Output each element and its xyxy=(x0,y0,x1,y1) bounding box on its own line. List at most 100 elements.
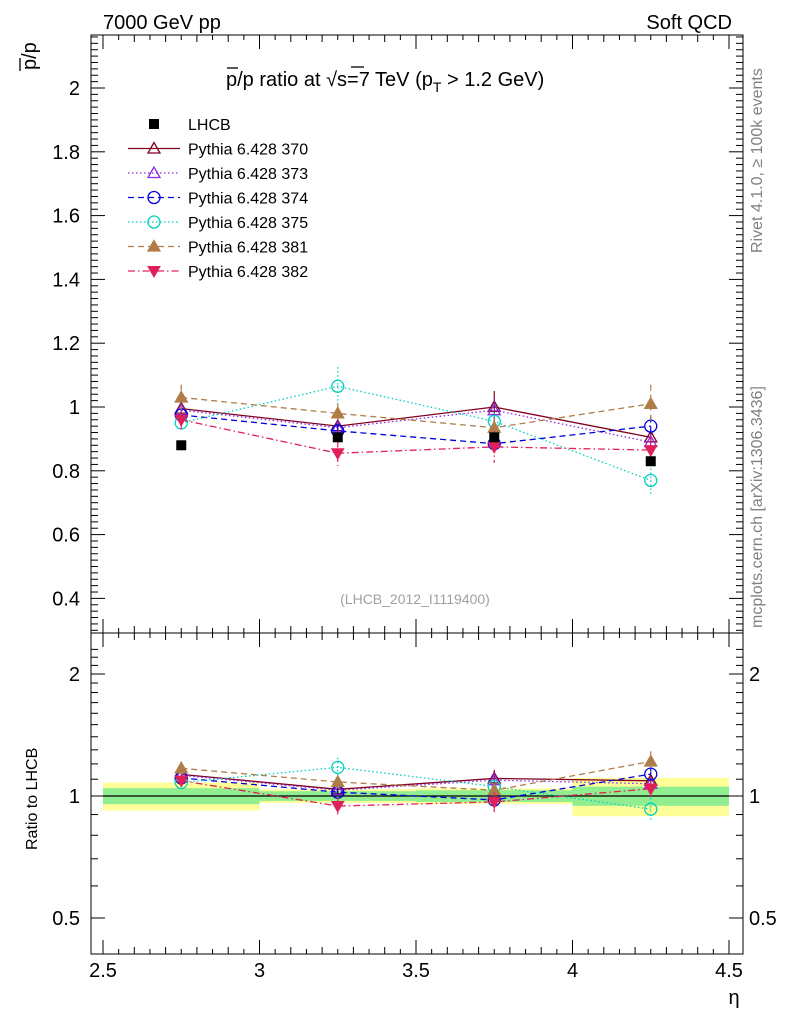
series-point xyxy=(487,441,502,454)
series-point xyxy=(330,448,345,461)
rivet-version-label: Rivet 4.1.0, ≥ 100k events xyxy=(749,68,766,253)
y-tick-label: 1 xyxy=(69,397,80,419)
ratio-point xyxy=(644,767,658,781)
legend-entry-382: Pythia 6.428 382 xyxy=(128,264,308,281)
series-point xyxy=(487,399,502,413)
legend: LHCB Pythia 6.428 370 Pythia 6.428 373 Pyth… xyxy=(128,117,308,281)
series-375 xyxy=(174,367,658,497)
legend-marker xyxy=(146,239,162,252)
main-plot-panel: 0.4 0.6 0.8 1 1.2 1.4 1.6 1.8 2 p/p ratio at √s=… xyxy=(19,34,744,634)
legend-label: Pythia 6.428 373 xyxy=(188,166,308,183)
series-point xyxy=(331,379,345,393)
series-line xyxy=(181,396,651,429)
ratio-series-line xyxy=(181,773,651,801)
series-line xyxy=(181,419,651,454)
legend-entry-375: Pythia 6.428 375 xyxy=(128,215,308,232)
y-axis-label: p/p xyxy=(19,42,41,70)
ratio-y-tick-label-right: 1 xyxy=(749,786,760,808)
legend-marker xyxy=(147,190,161,205)
data-point xyxy=(489,432,500,443)
legend-entry-370: Pythia 6.428 370 xyxy=(128,141,308,159)
x-tick-label: 3.5 xyxy=(402,960,430,982)
ratio-point xyxy=(643,754,658,767)
ratio-point xyxy=(330,801,345,814)
ratio-series-line xyxy=(181,780,651,807)
legend-entry-374: Pythia 6.428 374 xyxy=(128,191,308,208)
series-373 xyxy=(174,397,658,449)
data-point xyxy=(176,440,187,451)
y-tick-label: 0.4 xyxy=(52,588,80,610)
series-381 xyxy=(174,384,658,438)
legend-marker xyxy=(146,165,162,179)
ratio-point xyxy=(330,782,345,796)
ratio-y-tick-label-right: 0.5 xyxy=(749,908,777,930)
ratio-series-line xyxy=(181,774,651,791)
legend-entry-lhcb: LHCB xyxy=(149,117,231,134)
series-point xyxy=(487,402,502,416)
data-point xyxy=(645,456,656,467)
legend-label: Pythia 6.428 374 xyxy=(188,191,308,208)
ratio-point xyxy=(331,760,345,774)
ratio-point xyxy=(643,783,658,796)
x-tick-label: 4 xyxy=(567,960,578,982)
legend-marker xyxy=(147,266,161,279)
series-point xyxy=(643,445,658,458)
ratio-series-line xyxy=(181,760,651,791)
x-tick-label: 3 xyxy=(254,960,265,982)
series-line xyxy=(181,406,651,438)
x-axis-label: η xyxy=(728,987,739,1009)
legend-label: Pythia 6.428 375 xyxy=(188,215,308,232)
ratio-y-tick-label: 1 xyxy=(69,786,80,808)
ratio-y-tick-label-right: 2 xyxy=(749,664,760,686)
x-tick-label: 4.5 xyxy=(715,960,743,982)
y-tick-label: 1.2 xyxy=(52,333,80,355)
y-tick-label: 0.8 xyxy=(52,461,80,483)
series-370 xyxy=(174,391,658,444)
series-point xyxy=(174,390,189,403)
plot-title: p/p ratio at √s=7 TeV (pT > 1.2 GeV) xyxy=(226,69,544,95)
ratio-point xyxy=(487,771,502,784)
ratio-point xyxy=(330,774,345,788)
legend-label: LHCB xyxy=(188,117,231,134)
ratio-series-382 xyxy=(174,775,658,815)
series-line xyxy=(181,385,651,481)
header-process-label: Soft QCD xyxy=(646,12,732,34)
analysis-watermark: (LHCB_2012_I1119400) xyxy=(340,591,490,607)
legend-label: Pythia 6.428 382 xyxy=(188,264,308,281)
series-374 xyxy=(174,408,658,454)
ratio-plot-frame xyxy=(90,632,744,955)
series-point xyxy=(174,414,189,427)
ratio-point xyxy=(174,775,189,788)
series-line xyxy=(181,414,651,445)
ratio-plot-panel: 0.5 0.5 1 1 2 2 Ratio to LHCB xyxy=(24,632,777,955)
ratio-y-axis-label: Ratio to LHCB xyxy=(24,748,41,850)
header-beam-label: 7000 GeV pp xyxy=(103,12,221,34)
series-lhcb-data xyxy=(176,432,656,467)
series-point xyxy=(330,406,345,419)
ratio-series-line xyxy=(181,766,651,810)
ratio-point xyxy=(487,796,502,809)
legend-label: Pythia 6.428 370 xyxy=(188,142,308,159)
ratio-point xyxy=(644,802,658,816)
y-tick-label: 2 xyxy=(69,78,80,100)
data-point xyxy=(332,432,343,443)
mcplots-label: mcplots.cern.ch [arXiv:1306.3436] xyxy=(749,386,766,628)
x-tick-label: 2.5 xyxy=(89,960,117,982)
series-point xyxy=(643,396,658,409)
y-tick-label: 1.4 xyxy=(52,269,80,291)
ratio-y-tick-label: 0.5 xyxy=(52,908,80,930)
series-line xyxy=(181,409,651,443)
ratio-y-tick-label: 2 xyxy=(69,664,80,686)
legend-marker xyxy=(146,141,162,154)
legend-entry-381: Pythia 6.428 381 xyxy=(128,239,308,257)
ratio-point xyxy=(174,760,189,774)
y-tick-label: 1.8 xyxy=(52,142,80,164)
series-point xyxy=(330,420,345,433)
legend-marker xyxy=(147,215,161,229)
legend-marker xyxy=(149,119,159,129)
y-tick-label: 0.6 xyxy=(52,525,80,547)
series-point xyxy=(644,473,658,488)
legend-label: Pythia 6.428 381 xyxy=(188,240,308,257)
legend-entry-373: Pythia 6.428 373 xyxy=(128,165,308,183)
y-tick-label: 1.6 xyxy=(52,206,80,228)
